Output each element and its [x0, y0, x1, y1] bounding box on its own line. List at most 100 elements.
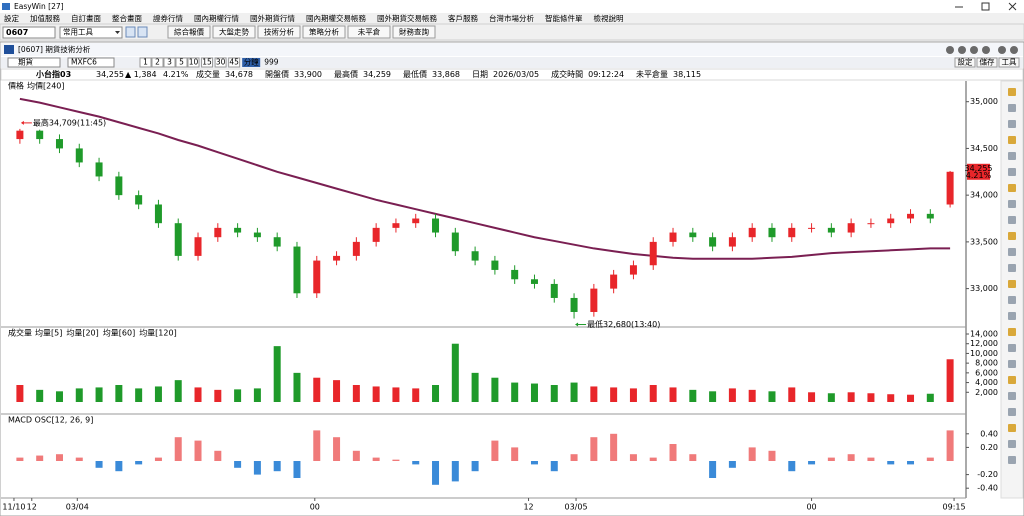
- code-box[interactable]: [2, 26, 56, 39]
- toolbar-button[interactable]: [302, 25, 346, 39]
- y-tick-label: 12,000: [970, 339, 998, 348]
- menu-item[interactable]: 檢視說明: [594, 13, 624, 23]
- menu-item[interactable]: 設定: [4, 13, 19, 23]
- drawing-tool[interactable]: [1008, 360, 1016, 368]
- osc-bar: [629, 454, 637, 461]
- window-title: EasyWin [27]: [14, 2, 64, 11]
- period-button[interactable]: [151, 57, 164, 68]
- drawing-tool[interactable]: [1008, 88, 1016, 96]
- volume-bar: [75, 388, 83, 402]
- volume-bar: [392, 387, 400, 402]
- drawing-tool[interactable]: [1008, 152, 1016, 160]
- drawing-tool[interactable]: [1008, 392, 1016, 400]
- toolbar-button[interactable]: [347, 25, 391, 39]
- menu-item[interactable]: 台灣市場分析: [489, 13, 534, 23]
- drawing-tool[interactable]: [1008, 200, 1016, 208]
- toolbar-button[interactable]: [392, 25, 436, 39]
- volume-bar: [174, 380, 182, 402]
- drawing-tool[interactable]: [1008, 216, 1016, 224]
- toolbar-button-label[interactable]: 綜合報價: [174, 27, 204, 37]
- drawing-tool[interactable]: [1008, 296, 1016, 304]
- period-button[interactable]: [228, 57, 241, 68]
- dropdown-arrow: [115, 31, 120, 34]
- candle-body: [293, 246, 301, 294]
- menu-item[interactable]: 自訂畫面: [71, 13, 101, 23]
- x-tick-label: 03/05: [565, 503, 588, 512]
- osc-bar: [293, 461, 301, 478]
- panel-button[interactable]: [976, 57, 998, 68]
- volume-bar: [827, 393, 835, 402]
- osc-bar: [135, 461, 143, 465]
- y-tick-label: 6,000: [975, 368, 998, 377]
- candle-body: [36, 130, 44, 140]
- toolbar-button-label[interactable]: 大盤走勢: [219, 27, 249, 37]
- legend-entry: 均量[60]: [103, 328, 135, 338]
- toolbar-button[interactable]: [212, 25, 256, 39]
- symbol-box[interactable]: [67, 57, 115, 68]
- osc-bar: [16, 457, 24, 461]
- drawing-tool[interactable]: [1008, 440, 1016, 448]
- toolbar-button-label[interactable]: 技術分析: [264, 27, 294, 37]
- drawing-tool[interactable]: [1008, 168, 1016, 176]
- panel-button-label[interactable]: 工具: [1002, 58, 1017, 67]
- drawing-tool[interactable]: [1008, 376, 1016, 384]
- y-tick-label: -0.40: [977, 484, 998, 493]
- panel-button[interactable]: [954, 57, 976, 68]
- toolbar-button-label[interactable]: 財務查詢: [399, 27, 429, 37]
- tool-icon[interactable]: [137, 26, 148, 38]
- drawing-tool[interactable]: [1008, 456, 1016, 464]
- period-button[interactable]: [175, 57, 188, 68]
- toolbar-button-label[interactable]: 策略分析: [309, 27, 339, 37]
- drawing-tool[interactable]: [1008, 184, 1016, 192]
- candle-body: [432, 218, 440, 233]
- menu-item[interactable]: 證券行情: [153, 13, 183, 23]
- period-button[interactable]: [201, 57, 214, 68]
- menu-item[interactable]: 智能條件單: [545, 13, 583, 23]
- drawing-tool[interactable]: [1008, 328, 1016, 336]
- quote-label: 日期: [472, 70, 488, 79]
- drawing-tool[interactable]: [1008, 344, 1016, 352]
- toolbar-button-label[interactable]: 未平倉: [358, 27, 381, 37]
- drawing-tool[interactable]: [1008, 280, 1016, 288]
- menu-item[interactable]: 加值服務: [30, 13, 60, 23]
- menu-item[interactable]: 客戶服務: [448, 13, 478, 23]
- volume-bar: [689, 389, 697, 402]
- x-tick-label: 11/10: [2, 503, 25, 512]
- quote-value: 33,900: [294, 70, 322, 79]
- window-controls[interactable]: [955, 2, 1017, 11]
- tools-box[interactable]: [59, 26, 123, 39]
- osc-bar: [907, 461, 915, 465]
- toolbar-button[interactable]: [167, 25, 211, 39]
- panel-button-label[interactable]: 儲存: [980, 57, 995, 67]
- period-button[interactable]: [139, 57, 152, 68]
- drawing-tool[interactable]: [1008, 248, 1016, 256]
- menu-item[interactable]: 國外期貨交易帳務: [377, 13, 437, 23]
- drawing-tool[interactable]: [1008, 120, 1016, 128]
- product-box[interactable]: [7, 57, 61, 68]
- tool-icon[interactable]: [125, 26, 136, 38]
- drawing-tool[interactable]: [1008, 136, 1016, 144]
- menu-item[interactable]: 國內期權行情: [194, 13, 239, 23]
- drawing-tool[interactable]: [1008, 232, 1016, 240]
- period-button[interactable]: [214, 57, 227, 68]
- drawing-tool[interactable]: [1008, 104, 1016, 112]
- bar-count: 999: [264, 58, 279, 67]
- candle-body: [709, 237, 717, 247]
- drawing-tool[interactable]: [1008, 312, 1016, 320]
- menu-item[interactable]: 國內期權交易帳務: [306, 13, 366, 23]
- menu-item[interactable]: 整合畫面: [112, 13, 142, 23]
- menu-item[interactable]: 國外期貨行情: [250, 13, 295, 23]
- panel-controls[interactable]: [946, 46, 1018, 54]
- drawing-tool[interactable]: [1008, 264, 1016, 272]
- toolbar-button[interactable]: [257, 25, 301, 39]
- period-button[interactable]: [163, 57, 176, 68]
- osc-bar: [174, 437, 182, 461]
- drawing-tool[interactable]: [1008, 424, 1016, 432]
- volume-bar: [293, 372, 301, 402]
- panel-button-label[interactable]: 設定: [958, 57, 973, 67]
- osc-bar: [610, 433, 618, 461]
- period-button[interactable]: [187, 57, 200, 68]
- panel-button[interactable]: [998, 57, 1020, 68]
- drawing-tool[interactable]: [1008, 408, 1016, 416]
- period-unit-box[interactable]: [242, 58, 261, 67]
